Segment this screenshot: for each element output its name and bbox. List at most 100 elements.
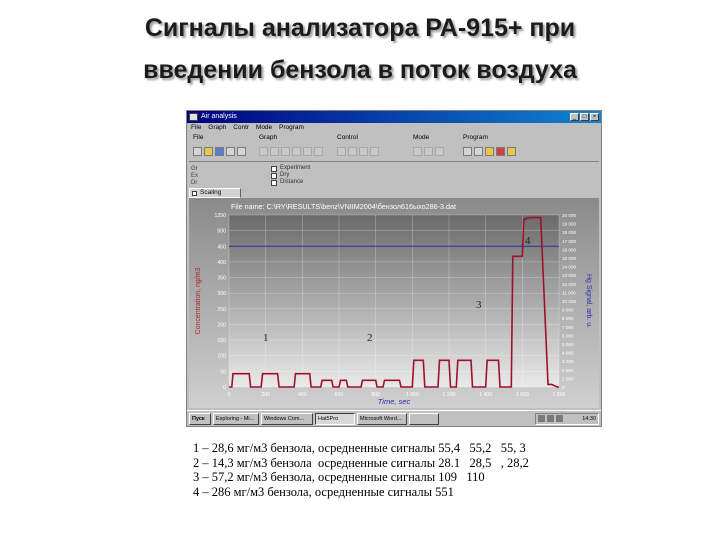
y-left-tick-labels: 0 50 100 150 200 250 300 350 400 450 500 1250 xyxy=(214,213,226,391)
mode-2-icon[interactable] xyxy=(424,146,433,156)
toolbar-separator xyxy=(189,161,599,162)
y-left-tick-label: 300 xyxy=(217,291,226,297)
start-icon[interactable] xyxy=(337,146,346,156)
y-right-tick-label: 9 000 xyxy=(562,308,574,313)
pause-icon[interactable] xyxy=(348,146,357,156)
option-label-dr: Dr xyxy=(191,180,198,186)
x-tick-label: 600 xyxy=(335,392,344,398)
y-right-tick-labels: 0 1 000 2 000 3 000 4 000 5 000 6 000 7 000 8 00… xyxy=(562,213,576,390)
open-folder-icon[interactable] xyxy=(204,146,213,156)
taskbar-item-other[interactable] xyxy=(409,412,439,425)
experiment-checkbox[interactable] xyxy=(271,166,277,172)
menu-program[interactable]: Program xyxy=(278,124,304,131)
menu-mode[interactable]: Mode xyxy=(255,124,273,131)
x-tick-label: 200 xyxy=(261,392,270,398)
y-left-tick-label: 500 xyxy=(217,229,226,235)
experiment-checkbox-label: Experiment xyxy=(280,165,311,171)
print-icon[interactable] xyxy=(226,146,235,156)
new-file-icon[interactable] xyxy=(193,146,202,156)
note-line-4: 4 – 286 мг/м3 бензола, осредненные сигна… xyxy=(193,484,454,499)
annotation-3: 3 xyxy=(476,299,482,311)
program-toolbar xyxy=(463,144,516,158)
network-icon[interactable] xyxy=(556,415,563,422)
mode-1-icon[interactable] xyxy=(413,146,422,156)
y-right-tick-label: 19 000 xyxy=(562,222,576,227)
stop-icon[interactable] xyxy=(359,146,368,156)
cursor-icon[interactable] xyxy=(314,146,323,156)
y-left-tick-label: 350 xyxy=(217,276,226,282)
y-left-tick-label: 50 xyxy=(220,369,226,375)
chart-file-name: File name: C:\RY\RESULTS\benz\VNIIM2004\… xyxy=(231,202,456,211)
menu-control[interactable]: Contr xyxy=(233,124,250,131)
maximize-icon[interactable]: □ xyxy=(580,113,589,121)
menu-file[interactable]: File xyxy=(191,124,202,131)
y-right-tick-label: 10 000 xyxy=(562,299,576,304)
x-tick-label: 1 800 xyxy=(553,392,566,398)
x-tick-label: 1 600 xyxy=(516,392,529,398)
y-right-tick-label: 12 000 xyxy=(562,282,576,287)
scaling-tab[interactable]: Scaling xyxy=(189,188,241,198)
y-left-tick-label: 1250 xyxy=(214,213,226,219)
app-icon xyxy=(189,113,198,121)
y-left-axis-label: Concentration, ng/m3 xyxy=(195,267,202,334)
zoom-out-icon[interactable] xyxy=(270,146,279,156)
y-left-tick-label: 250 xyxy=(217,307,226,313)
y-left-tick-label: 200 xyxy=(217,322,226,328)
y-right-tick-label: 14 000 xyxy=(562,265,576,270)
y-right-tick-label: 7 000 xyxy=(562,325,574,330)
windows-taskbar: Пуск Exploring - Mi... Windows Com... Ha… xyxy=(187,410,601,426)
mode-3-icon[interactable] xyxy=(435,146,444,156)
preview-icon[interactable] xyxy=(237,146,246,156)
help-icon[interactable] xyxy=(507,146,516,156)
x-tick-label: 800 xyxy=(371,392,380,398)
tool-icon[interactable] xyxy=(485,146,494,156)
fit-icon[interactable] xyxy=(292,146,301,156)
calendar-icon[interactable] xyxy=(463,146,472,156)
distance-checkbox-label: Distance xyxy=(280,179,304,185)
alert-icon[interactable] xyxy=(496,146,505,156)
y-right-tick-label: 11 000 xyxy=(562,290,576,295)
note-line-3: 3 – 57,2 мг/м3 бензола, осредненные сигн… xyxy=(193,470,485,485)
y-right-tick-label: 0 xyxy=(562,385,565,390)
close-icon[interactable]: × xyxy=(590,113,599,121)
y-left-tick-label: 0 xyxy=(223,385,226,391)
taskbar-item-commander[interactable]: Windows Com... xyxy=(261,412,313,425)
taskbar-item-explorer[interactable]: Exploring - Mi... xyxy=(213,412,259,425)
x-tick-label: 0 xyxy=(228,392,231,398)
dry-checkbox[interactable] xyxy=(271,173,277,179)
y-right-tick-label: 4 000 xyxy=(562,351,574,356)
tray-icon[interactable] xyxy=(538,415,545,422)
minimize-icon[interactable]: _ xyxy=(570,113,579,121)
start-button[interactable]: Пуск xyxy=(189,412,211,425)
menu-bar: File Graph Contr Mode Program xyxy=(187,123,601,133)
scaling-checkbox[interactable] xyxy=(192,191,197,196)
pan-icon[interactable] xyxy=(281,146,290,156)
marker-icon[interactable] xyxy=(303,146,312,156)
taskbar-item-word[interactable]: Microsoft Word... xyxy=(357,412,407,425)
option-label-ex: Ex xyxy=(191,173,199,179)
slide-title-line-2: введении бензола в поток воздуха xyxy=(143,56,577,84)
zoom-in-icon[interactable] xyxy=(259,146,268,156)
volume-icon[interactable] xyxy=(547,415,554,422)
annotation-1: 1 xyxy=(263,332,269,344)
analyzer-window: Air analysis _ □ × File Graph Contr Mode… xyxy=(186,110,602,427)
annotation-4: 4 xyxy=(525,235,531,247)
menu-graph[interactable]: Graph xyxy=(208,124,227,131)
toolgroup-file-label: File xyxy=(193,134,204,141)
step-icon[interactable] xyxy=(370,146,379,156)
save-icon[interactable] xyxy=(215,146,224,156)
toolgroup-graph-label: Graph xyxy=(259,134,278,141)
taskbar-item-hat5pro[interactable]: Hat5Pro xyxy=(315,412,355,425)
note-line-1: 1 – 28,6 мг/м3 бензола, осредненные сигн… xyxy=(193,441,526,455)
system-tray: 14:30 xyxy=(535,412,599,425)
annotation-2: 2 xyxy=(367,332,373,344)
y-left-tick-label: 100 xyxy=(217,354,226,360)
window-titlebar[interactable]: Air analysis _ □ × xyxy=(187,111,601,123)
plot-area xyxy=(229,215,559,387)
x-tick-label: 1 400 xyxy=(479,392,492,398)
slide-title-line-1: Сигналы анализатора РА-915+ при xyxy=(144,14,576,42)
settings-icon[interactable] xyxy=(474,146,483,156)
distance-checkbox[interactable] xyxy=(271,180,277,186)
toolgroup-control-label: Control xyxy=(337,134,358,141)
